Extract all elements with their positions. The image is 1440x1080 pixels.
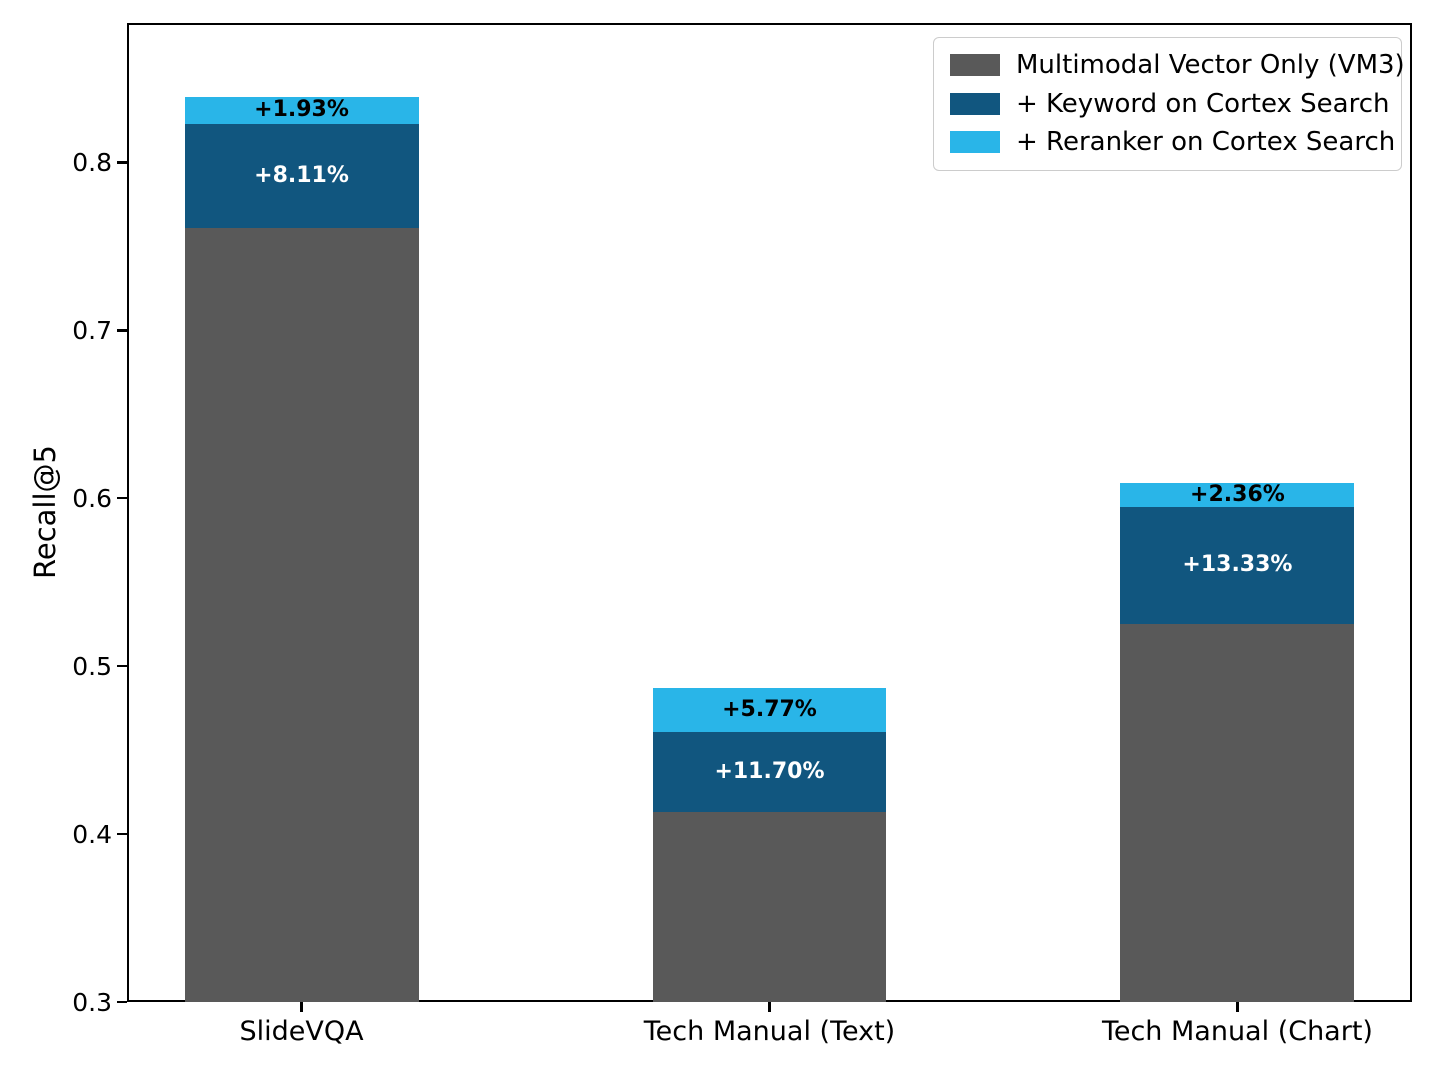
y-tick-mark	[117, 329, 127, 332]
x-tick-label: Tech Manual (Chart)	[1101, 1016, 1373, 1047]
y-tick-mark	[117, 1000, 127, 1004]
x-tick-label: Tech Manual (Text)	[643, 1016, 896, 1047]
legend-swatch-icon	[950, 92, 1000, 115]
legend-label: + Reranker on Cortex Search	[1016, 127, 1396, 157]
bar-segment-reranker: +2.36%	[1120, 481, 1355, 507]
x-tick-mark	[1236, 1002, 1239, 1012]
y-tick-mark	[117, 664, 127, 668]
y-axis-title: Recall@5	[28, 444, 62, 579]
legend-swatch-icon	[950, 131, 1000, 154]
legend-swatch-icon	[950, 54, 1000, 77]
bar-segment-keyword: +11.70%	[652, 731, 887, 813]
legend-label: + Keyword on Cortex Search	[1016, 88, 1390, 119]
legend-item: Multimodal Vector Only (VM3)	[950, 49, 1405, 82]
bar-segment-reranker: +1.93%	[184, 96, 419, 124]
legend-label: Multimodal Vector Only (VM3)	[1016, 50, 1405, 80]
y-tick-mark	[117, 832, 127, 836]
y-tick-label: 0.8	[72, 148, 112, 178]
y-tick-label: 0.4	[72, 820, 112, 850]
bar-segment-vector-only	[1120, 624, 1355, 1002]
x-tick-mark	[768, 1002, 771, 1012]
legend-item: + Keyword on Cortex Search	[950, 88, 1389, 121]
gain-label-reranker: +2.36%	[1190, 481, 1285, 507]
legend: Multimodal Vector Only (VM3) + Keyword on…	[933, 37, 1405, 171]
bar-segment-vector-only	[184, 227, 419, 1002]
gain-label-reranker: +1.93%	[254, 97, 349, 123]
bar-segment-vector-only	[652, 812, 887, 1002]
bar-segment-reranker: +5.77%	[652, 687, 887, 732]
bar-segment-keyword: +13.33%	[1120, 506, 1355, 625]
x-tick-mark	[300, 1002, 303, 1012]
y-tick-label: 0.3	[72, 988, 112, 1017]
y-tick-label: 0.7	[72, 316, 112, 346]
bar-segment-keyword: +8.11%	[184, 123, 419, 228]
y-tick-mark	[117, 161, 127, 164]
gain-label-keyword: +11.70%	[714, 758, 825, 784]
gain-label-reranker: +5.77%	[722, 696, 817, 722]
gain-label-keyword: +8.11%	[254, 162, 349, 188]
x-tick-label: SlideVQA	[239, 1016, 364, 1047]
y-tick-label: 0.5	[72, 652, 112, 682]
y-tick-label: 0.6	[72, 484, 112, 514]
y-tick-mark	[117, 496, 127, 500]
gain-label-keyword: +13.33%	[1182, 552, 1293, 578]
legend-item: + Reranker on Cortex Search	[950, 126, 1395, 159]
